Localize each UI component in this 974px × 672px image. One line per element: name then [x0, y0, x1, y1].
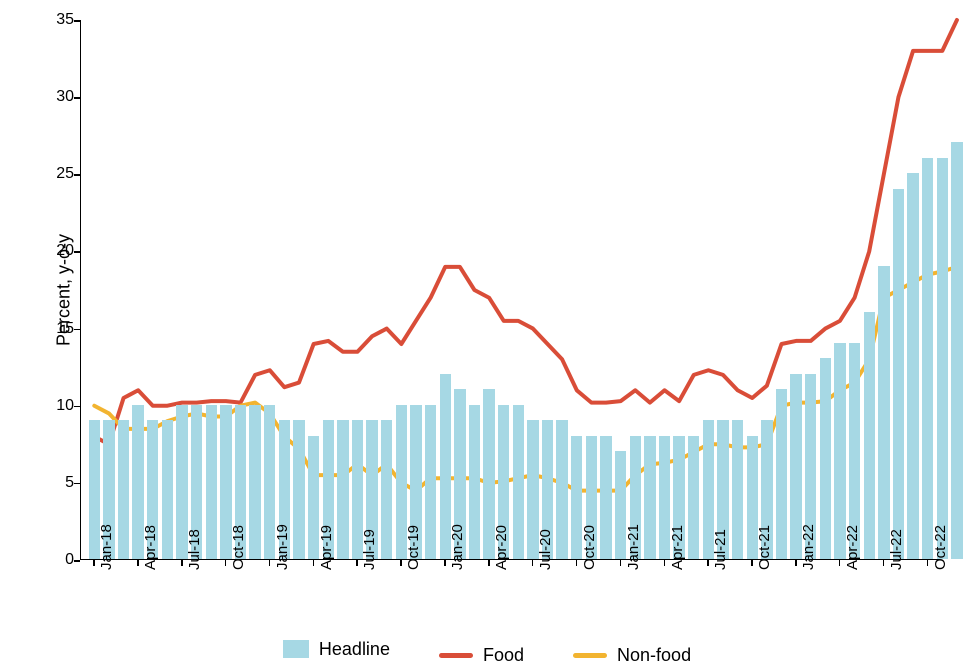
bar — [907, 173, 918, 559]
bar — [337, 420, 348, 559]
x-tick-mark — [532, 560, 534, 566]
y-tick-label: 35 — [46, 11, 74, 29]
x-tick-mark — [137, 560, 139, 566]
bar — [469, 405, 480, 559]
bar — [513, 405, 524, 559]
x-tick-label: Apr-18 — [142, 525, 159, 570]
y-tick-mark — [74, 560, 80, 562]
x-tick-label: Apr-20 — [493, 525, 510, 570]
y-tick-mark — [74, 251, 80, 253]
x-tick-label: Jan-21 — [625, 524, 642, 570]
y-tick-mark — [74, 174, 80, 176]
legend-item-nonfood: Non-food — [573, 645, 691, 666]
legend-swatch-food — [439, 653, 473, 658]
y-tick-label: 10 — [46, 397, 74, 415]
bar — [118, 420, 129, 559]
legend-label-nonfood: Non-food — [617, 645, 691, 666]
x-tick-mark — [488, 560, 490, 566]
x-tick-mark — [181, 560, 183, 566]
x-tick-mark — [400, 560, 402, 566]
x-tick-label: Jul-21 — [712, 529, 729, 570]
y-tick-label: 0 — [46, 551, 74, 569]
x-tick-label: Jul-22 — [888, 529, 905, 570]
bar — [162, 420, 173, 559]
bar — [732, 420, 743, 559]
x-tick-label: Jan-18 — [98, 524, 115, 570]
y-tick-label: 5 — [46, 474, 74, 492]
x-tick-mark — [356, 560, 358, 566]
x-tick-mark — [751, 560, 753, 566]
x-tick-mark — [93, 560, 95, 566]
y-tick-label: 30 — [46, 88, 74, 106]
x-tick-mark — [313, 560, 315, 566]
bar — [864, 312, 875, 559]
plot-area — [80, 20, 940, 560]
x-tick-mark — [576, 560, 578, 566]
x-tick-label: Oct-19 — [405, 525, 422, 570]
y-tick-mark — [74, 406, 80, 408]
x-tick-mark — [225, 560, 227, 566]
y-tick-label: 25 — [46, 165, 74, 183]
x-tick-label: Jan-20 — [449, 524, 466, 570]
x-tick-label: Jan-22 — [800, 524, 817, 570]
legend: Headline Food Non-food — [0, 639, 974, 667]
bar — [893, 189, 904, 559]
bar — [878, 266, 889, 559]
bar — [922, 158, 933, 559]
legend-item-food: Food — [439, 645, 524, 666]
bar — [249, 405, 260, 559]
x-tick-mark — [664, 560, 666, 566]
bar — [206, 405, 217, 559]
x-tick-mark — [620, 560, 622, 566]
bar — [937, 158, 948, 559]
x-tick-mark — [927, 560, 929, 566]
bar — [600, 436, 611, 559]
x-tick-label: Jan-19 — [274, 524, 291, 570]
legend-label-food: Food — [483, 645, 524, 666]
x-tick-label: Oct-20 — [581, 525, 598, 570]
legend-item-headline: Headline — [283, 639, 390, 660]
bar — [381, 420, 392, 559]
legend-swatch-nonfood — [573, 653, 607, 658]
y-tick-mark — [74, 20, 80, 22]
x-tick-label: Jul-18 — [186, 529, 203, 570]
bar — [425, 405, 436, 559]
bar — [820, 358, 831, 559]
bar — [688, 436, 699, 559]
y-tick-label: 20 — [46, 242, 74, 260]
x-tick-label: Jul-20 — [537, 529, 554, 570]
bar — [293, 420, 304, 559]
y-tick-mark — [74, 329, 80, 331]
y-tick-label: 15 — [46, 320, 74, 338]
inflation-chart: Percent, y-o-y Headline Food Non-food 05… — [0, 0, 974, 672]
x-tick-mark — [795, 560, 797, 566]
x-tick-mark — [444, 560, 446, 566]
x-tick-label: Oct-21 — [756, 525, 773, 570]
y-tick-mark — [74, 97, 80, 99]
x-tick-mark — [839, 560, 841, 566]
x-tick-label: Apr-22 — [844, 525, 861, 570]
x-tick-mark — [883, 560, 885, 566]
bar — [776, 389, 787, 559]
x-tick-mark — [269, 560, 271, 566]
y-tick-mark — [74, 483, 80, 485]
x-tick-label: Jul-19 — [361, 529, 378, 570]
bar — [951, 142, 962, 559]
x-tick-mark — [707, 560, 709, 566]
legend-label-headline: Headline — [319, 639, 390, 660]
bar — [644, 436, 655, 559]
x-tick-label: Apr-19 — [318, 525, 335, 570]
x-tick-label: Oct-22 — [932, 525, 949, 570]
x-tick-label: Oct-18 — [230, 525, 247, 570]
bar — [556, 420, 567, 559]
x-tick-label: Apr-21 — [669, 525, 686, 570]
legend-swatch-headline — [283, 640, 309, 658]
